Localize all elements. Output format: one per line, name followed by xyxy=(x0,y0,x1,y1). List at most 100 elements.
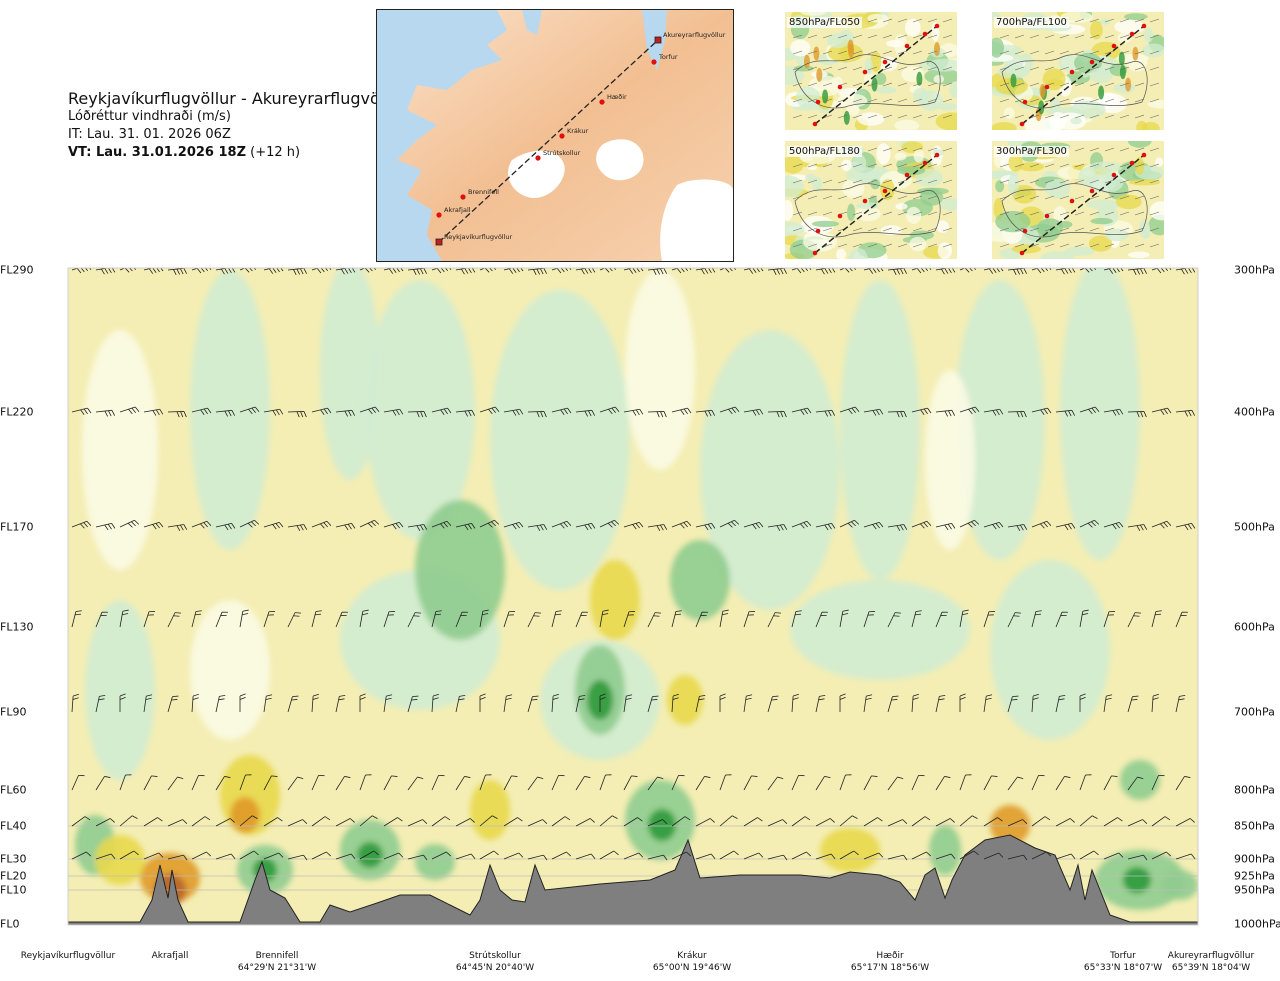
inset-wind-barb xyxy=(1029,114,1040,119)
inset-wind-barb xyxy=(1119,227,1130,232)
wind-barb xyxy=(143,408,164,416)
wind-barb xyxy=(1031,774,1045,791)
inset-wind-barb xyxy=(999,227,1010,232)
inset-waypoint xyxy=(1111,43,1117,49)
wind-barb xyxy=(71,816,91,827)
route-location-name: Krákur xyxy=(677,951,707,961)
inset-field-patch xyxy=(1090,20,1103,40)
inset-wind-barb xyxy=(1014,114,1025,119)
inset-wind-barb xyxy=(1059,163,1070,168)
inset-wind-barb xyxy=(912,50,923,55)
wind-barb xyxy=(359,774,372,791)
pressure-level-label: 400hPa xyxy=(1234,405,1275,419)
wind-barb xyxy=(647,524,668,531)
wind-barb xyxy=(1127,776,1144,791)
inset-field-patch xyxy=(1114,19,1145,34)
velocity-contour-patch xyxy=(190,600,270,740)
wind-barb xyxy=(839,519,860,528)
wind-barb xyxy=(143,852,164,860)
wind-barb xyxy=(719,609,729,628)
inset-wind-barb xyxy=(792,50,803,55)
inset-field-patch xyxy=(852,154,867,173)
inset-wind-barb xyxy=(912,82,923,87)
wind-barb xyxy=(863,852,884,860)
inset-field-patch xyxy=(992,37,1004,58)
inset-wind-barb xyxy=(867,243,878,248)
inset-waypoint xyxy=(1019,250,1025,256)
map-waypoint-label: Krákur xyxy=(567,127,589,135)
inset-wind-barb xyxy=(942,211,953,216)
wind-barb xyxy=(1007,411,1027,418)
inset-field-patch xyxy=(880,225,902,236)
inset-field-patch xyxy=(1115,194,1142,210)
inset-wind-barb xyxy=(1134,195,1145,200)
inset-route-line xyxy=(1021,154,1145,254)
inset-wind-barb xyxy=(942,163,953,168)
wind-barb xyxy=(167,524,188,531)
wind-barb xyxy=(407,854,428,861)
wind-barb xyxy=(1055,853,1076,860)
wind-barb xyxy=(647,695,659,713)
inset-waypoint xyxy=(904,172,910,178)
wind-barb xyxy=(959,609,969,628)
inset-wind-barb xyxy=(999,50,1010,55)
route-location: Torfur 65°33'N 18°07'W xyxy=(1084,950,1162,974)
flight-level-label: FL90 xyxy=(0,705,27,719)
inset-waypoint xyxy=(1022,99,1028,105)
wind-barb xyxy=(1127,268,1148,275)
wind-barb xyxy=(551,520,572,529)
wind-barb xyxy=(1079,519,1100,528)
inset-wind-barb xyxy=(1149,98,1160,103)
wind-barb xyxy=(815,818,835,827)
wind-barb xyxy=(1055,694,1066,713)
wind-barb xyxy=(455,523,476,531)
wind-barb xyxy=(1031,816,1051,827)
wind-barb xyxy=(815,694,826,713)
inset-field-patch xyxy=(949,81,957,99)
inset-field-patch xyxy=(785,155,804,174)
inset-field-patch xyxy=(785,200,794,221)
wind-barb xyxy=(911,693,919,713)
inset-wind-barb xyxy=(1074,34,1085,39)
inset-wind-barb xyxy=(1059,98,1070,103)
inset-wind-barb xyxy=(1104,18,1115,23)
inset-wind-barb xyxy=(1029,243,1040,248)
wind-barb xyxy=(743,852,764,860)
wind-barb xyxy=(839,609,849,628)
wind-barb xyxy=(1175,409,1196,417)
wind-barb xyxy=(959,774,972,791)
wind-barb xyxy=(1151,693,1159,713)
wind-barb xyxy=(479,850,499,860)
wind-barb xyxy=(695,268,716,275)
inset-field-core xyxy=(803,54,810,69)
wind-barb xyxy=(431,520,452,529)
wind-barb xyxy=(383,521,404,530)
route-location-name: Brennifell xyxy=(255,951,299,961)
inset-wind-barb xyxy=(1149,114,1160,119)
inset-field-patch xyxy=(1088,235,1113,252)
wind-barb xyxy=(191,610,202,628)
inset-waypoint xyxy=(1044,84,1050,90)
wind-barb xyxy=(239,693,246,712)
wind-barb xyxy=(911,774,925,791)
wind-barb xyxy=(311,610,322,628)
wind-barb xyxy=(815,409,836,417)
wind-barb xyxy=(383,852,404,860)
map-sea-west xyxy=(377,10,507,261)
wind-barb xyxy=(743,694,753,713)
wind-barb xyxy=(935,694,946,713)
inset-wind-barb xyxy=(852,34,863,39)
inset-wind-barb xyxy=(999,98,1010,103)
inset-wind-barb xyxy=(1059,66,1070,71)
wind-barb xyxy=(215,523,236,531)
wind-barb xyxy=(743,521,764,530)
pressure-level-label: 950hPa xyxy=(1234,883,1275,897)
wind-barb xyxy=(599,815,618,827)
map-waypoint-marker xyxy=(535,155,541,161)
inset-wind-barb xyxy=(1014,34,1025,39)
wind-barb xyxy=(479,519,500,528)
inset-wind-barb xyxy=(942,34,953,39)
wind-barb xyxy=(167,819,188,827)
inset-wind-barb xyxy=(867,50,878,55)
inset-wind-barb xyxy=(1149,243,1160,248)
